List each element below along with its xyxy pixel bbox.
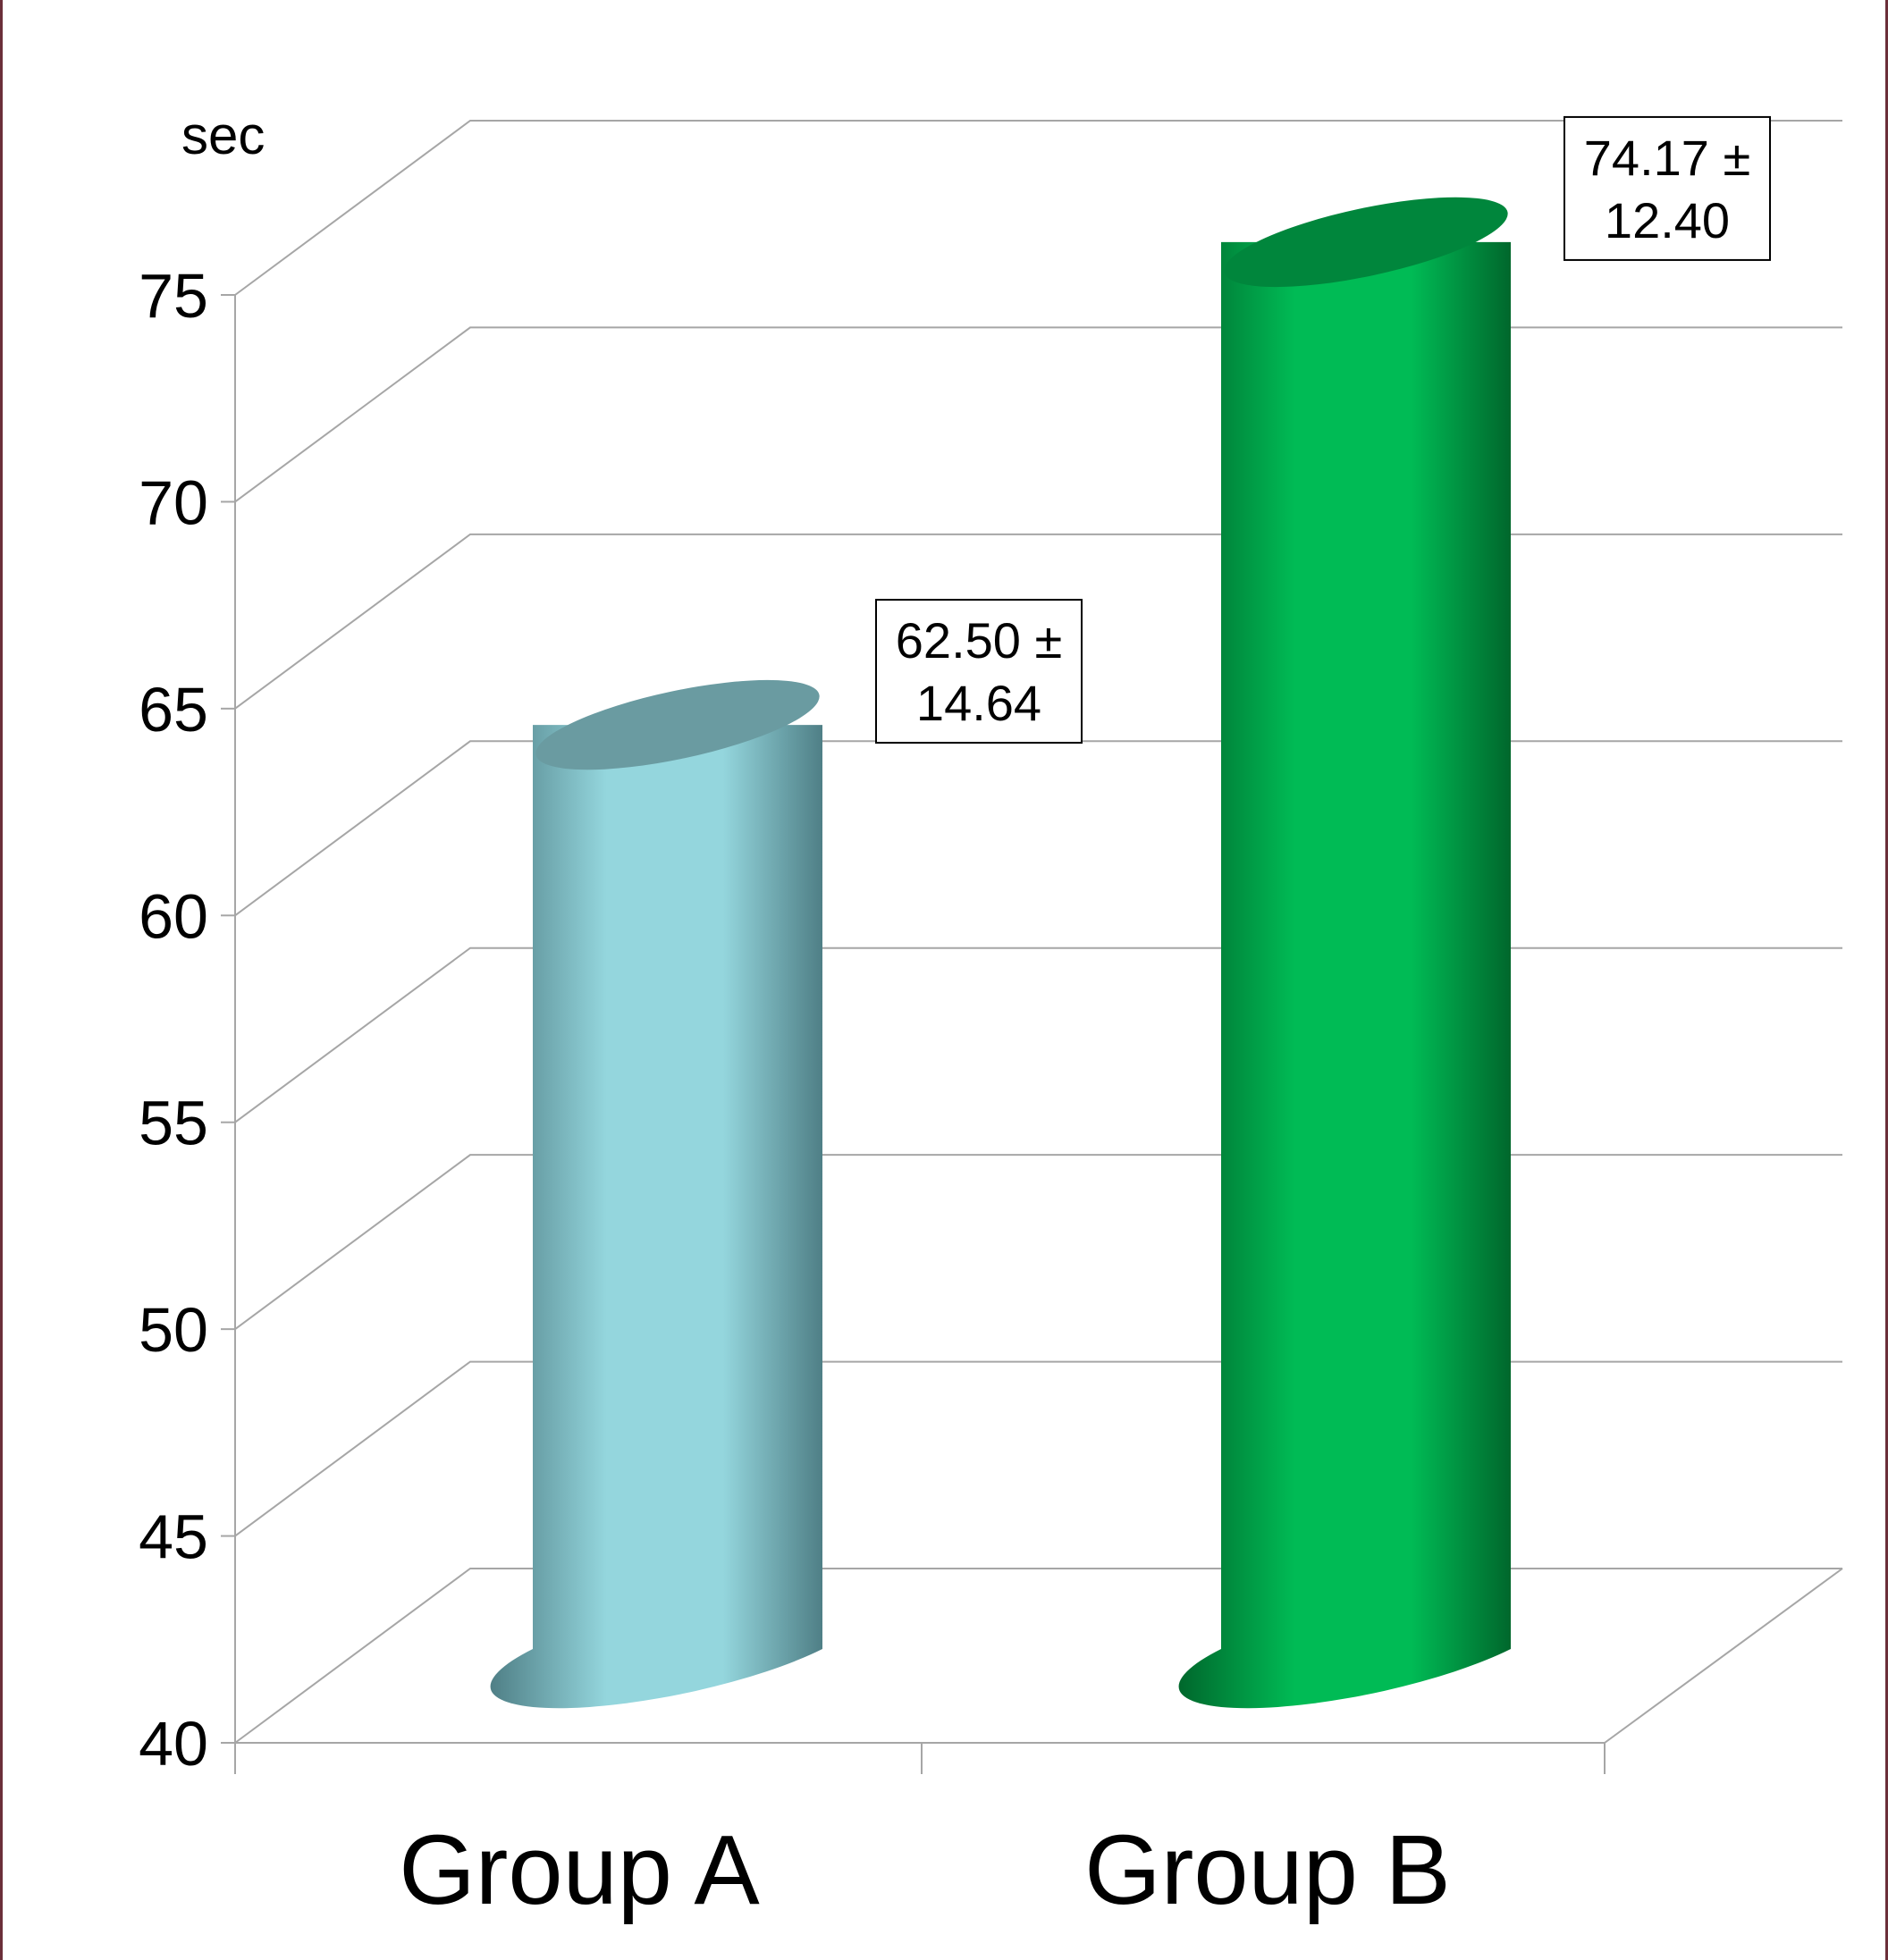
y-axis-unit-label: sec — [181, 105, 265, 165]
bar-group-b — [1178, 241, 1511, 1709]
label-layer: 40 45 50 55 60 65 70 75 62.50 ± 14.64 Group A 74.17… — [139, 115, 1771, 1925]
floor-side-edge — [1604, 1568, 1843, 1744]
y-tick-label: 45 — [139, 1502, 208, 1572]
data-label-line1: 74.17 ± — [1584, 130, 1750, 186]
bar-top-cap — [535, 679, 820, 770]
data-label-box — [875, 599, 1083, 744]
gridline — [234, 1360, 1842, 1537]
y-tick-label: 60 — [139, 881, 208, 951]
bar-chart: 40 45 50 55 60 65 70 75 62.50 ± 14.64 Group A 74.17… — [139, 105, 1843, 1925]
y-tick-label: 65 — [139, 675, 208, 744]
bar-layer — [490, 197, 1511, 1709]
y-tick-label: 75 — [139, 261, 208, 331]
data-label-box — [1564, 115, 1771, 261]
gridline — [234, 120, 1842, 296]
gridline — [234, 1568, 1842, 1744]
y-tick-label: 70 — [139, 467, 208, 537]
y-tick-label: 40 — [139, 1709, 208, 1779]
axis-layer — [221, 294, 1843, 1774]
gridline — [234, 946, 1842, 1123]
data-label-line2: 14.64 — [916, 675, 1041, 731]
x-category-label: Group B — [1084, 1815, 1451, 1925]
y-tick-label: 55 — [139, 1089, 208, 1158]
y-tick-label: 50 — [139, 1295, 208, 1365]
bar-group-a — [490, 725, 822, 1709]
bar-top-cap — [1224, 197, 1508, 288]
gridline — [234, 1154, 1842, 1330]
grid-layer — [234, 120, 1842, 1744]
gridline — [234, 740, 1842, 917]
x-category-label: Group A — [399, 1815, 760, 1925]
data-label-line1: 62.50 ± — [896, 612, 1062, 669]
data-label-line2: 12.40 — [1605, 192, 1730, 248]
gridline — [234, 326, 1842, 503]
